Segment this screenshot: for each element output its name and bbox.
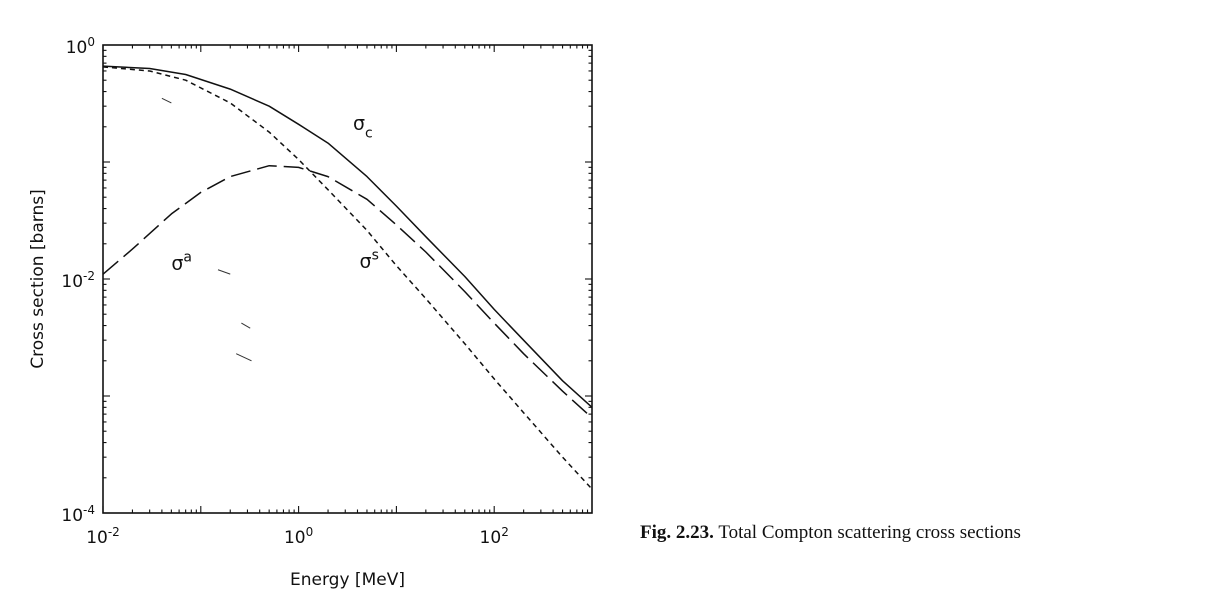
stray-mark [161, 97, 172, 104]
y-tick-label: 10-4 [61, 503, 95, 526]
y-axis-label: Cross section [barns] [28, 189, 48, 368]
y-tick-label: 10-2 [61, 269, 95, 292]
series-label: σc [353, 112, 373, 141]
series-line-short-dash [102, 66, 593, 490]
stray-marks [161, 97, 252, 362]
plot-frame [102, 44, 593, 514]
figure-caption-text: Total Compton scattering cross sections [718, 522, 1021, 543]
x-axis-label: Energy [MeV] [290, 570, 405, 590]
figure-number: Fig. 2.23. [640, 522, 714, 543]
series-label: σs [360, 248, 379, 273]
y-tick-label: 100 [66, 35, 95, 58]
x-tick-label: 102 [480, 525, 509, 548]
series-line-solid [102, 65, 593, 408]
x-tick-label: 10-2 [86, 525, 120, 548]
series-line-long-dash [102, 164, 593, 419]
figure-caption: Fig. 2.23. Total Compton scattering cros… [640, 522, 1021, 544]
series-label: σa [171, 250, 192, 275]
stray-mark [241, 322, 251, 329]
stray-mark [217, 269, 231, 275]
series-group [102, 65, 593, 490]
x-tick-label: 100 [284, 525, 313, 548]
tick-marks [102, 45, 592, 514]
series-labels: σc σs σa [171, 112, 379, 274]
stray-mark [235, 353, 252, 362]
